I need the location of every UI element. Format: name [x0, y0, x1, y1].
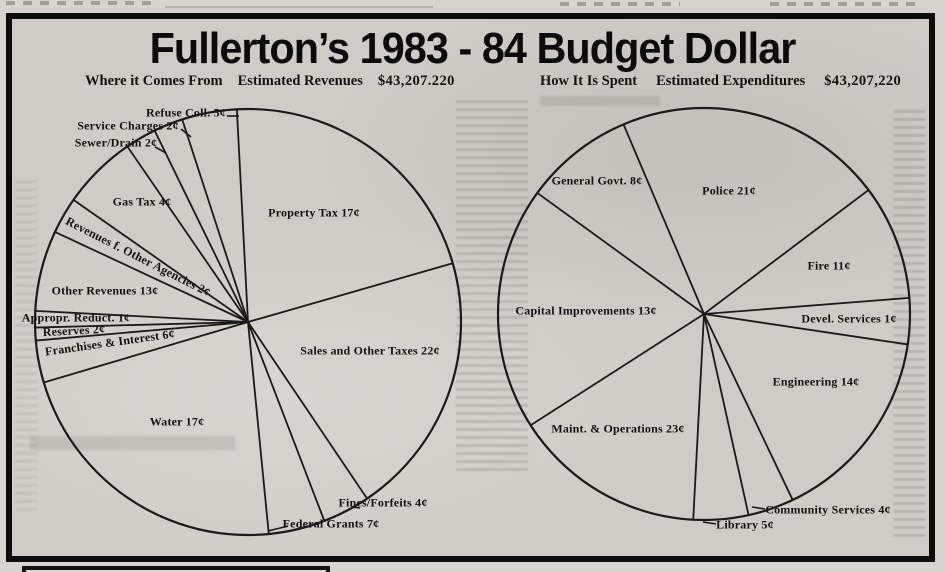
ghost-text-column [893, 110, 925, 540]
pie-slice-label: Gas Tax 4¢ [112, 194, 172, 209]
newsprint-rule [165, 6, 433, 8]
pie-slice-label: General Govt. 8¢ [551, 173, 643, 188]
left-chart-header: Where it Comes From Estimated Revenues $… [85, 73, 455, 90]
pie-slice-label: Maint. & Operations 23¢ [551, 421, 685, 436]
pie-slice-label: Community Services 4¢ [765, 502, 891, 517]
page-title: Fullerton’s 1983 - 84 Budget Dollar [149, 24, 797, 73]
right-chart-subtitle: Estimated Expenditures [656, 73, 806, 89]
right-chart-header: How It Is Spent Estimated Expenditures $… [540, 73, 901, 90]
left-chart-title: Where it Comes From [85, 73, 223, 89]
pie-slice-label: Fire 11¢ [807, 258, 851, 273]
pie-slice-label: Property Tax 17¢ [268, 205, 360, 220]
pie-slice-label: Library 5¢ [716, 517, 774, 532]
left-chart-total: $43,207.220 [377, 73, 455, 89]
ghost-text-column [15, 180, 37, 510]
pie-slice-label: Police 21¢ [702, 183, 756, 198]
pie-slice-label: Fines/Forfeits 4¢ [338, 495, 428, 510]
newsprint-partial-box [22, 566, 330, 572]
pie-slice-label: Refuse Coll. 5¢ [146, 105, 226, 120]
newsprint-scrap [770, 2, 920, 6]
pie-slice-label: Sales and Other Taxes 22¢ [300, 343, 440, 358]
newsprint-scrap [560, 2, 680, 6]
pie-slice-label: Devel. Services 1¢ [801, 311, 897, 326]
ghost-text-column [456, 100, 528, 472]
pie-slice-label: Other Revenues 13¢ [51, 283, 159, 298]
right-chart-total: $43,207,220 [824, 73, 902, 89]
pie-slice-label: Capital Improvements 13¢ [515, 303, 657, 318]
pie-slice-label: Engineering 14¢ [772, 374, 860, 389]
left-chart-subtitle: Estimated Revenues [237, 73, 363, 89]
ghost-headline-band [540, 96, 660, 106]
pie-slice-label: Appropr. Reduct. 1¢ [21, 310, 131, 325]
newsprint-scrap [6, 1, 156, 5]
pie-slice-label: Service Charges 2¢ [77, 118, 179, 133]
pie-slice-label: Sewer/Drain 2¢ [74, 135, 158, 150]
pie-slice-label: Federal Grants 7¢ [282, 516, 380, 531]
ghost-headline-band [30, 436, 235, 450]
right-chart-title: How It Is Spent [540, 73, 638, 89]
pie-slice-label: Water 17¢ [149, 414, 205, 429]
